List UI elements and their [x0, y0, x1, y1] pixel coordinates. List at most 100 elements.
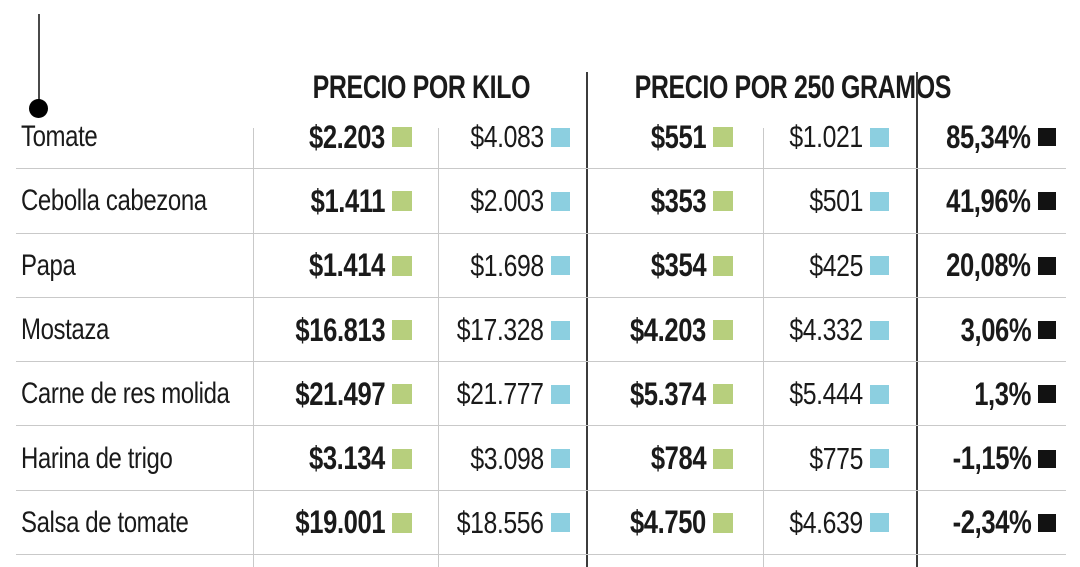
product-name-cell: Papa [0, 234, 253, 298]
green-square-icon [392, 255, 412, 276]
price-kilo-green-cell: $21.497 [253, 362, 438, 426]
table-row: Carne de res molida $21.497 $21.777 $5.3… [0, 362, 1080, 427]
price-kilo-blue-value: $3.098 [470, 440, 545, 476]
table-row: Mostaza $16.813 $17.328 $4.203 $4.332 3,… [0, 298, 1080, 363]
price-kilo-green-cell: $3.134 [253, 426, 438, 490]
price-250g-blue-cell: $4.639 [763, 491, 917, 555]
price-kilo-blue-cell: $18.556 [438, 491, 590, 555]
blue-square-icon [870, 449, 889, 469]
percent-change-cell: 1,3% [917, 362, 1080, 426]
product-name: Harina de trigo [21, 441, 173, 475]
header-precio-por-kilo: PRECIO POR KILO [253, 71, 590, 103]
percent-change-cell: -2,34% [917, 491, 1080, 555]
price-kilo-green-value: $2.203 [309, 118, 385, 155]
product-name-cell: Tomate [0, 105, 253, 169]
column-divider-light-1 [253, 128, 254, 567]
product-name-cell: Cebolla cabezona [0, 169, 253, 233]
price-250g-blue-cell: $4.332 [763, 298, 917, 362]
price-kilo-blue-cell: $3.098 [438, 426, 590, 490]
percent-change-cell: 85,34% [917, 105, 1080, 169]
price-kilo-green-value: $1.411 [310, 182, 386, 219]
percent-change-value: 41,96% [946, 182, 1032, 219]
green-square-icon [392, 127, 412, 148]
price-kilo-blue-cell: $17.328 [438, 298, 590, 362]
green-square-icon [392, 512, 412, 533]
price-250g-blue-cell: $5.444 [763, 362, 917, 426]
price-kilo-blue-value: $2.003 [470, 183, 545, 219]
price-kilo-green-cell: $19.001 [253, 491, 438, 555]
blue-square-icon [551, 127, 570, 147]
price-250g-green-value: $353 [650, 182, 707, 219]
product-name: Mostaza [21, 313, 109, 347]
header-precio-por-kilo-label: PRECIO POR KILO [312, 69, 531, 105]
product-name: Tomate [21, 120, 98, 154]
price-250g-blue-cell: $501 [763, 169, 917, 233]
green-square-icon [392, 384, 412, 405]
blue-square-icon [870, 384, 889, 404]
price-250g-blue-value: $425 [809, 247, 863, 283]
percent-change-value: 85,34% [946, 118, 1032, 155]
percent-change-cell: 3,06% [917, 298, 1080, 362]
table-row: Harina de trigo $3.134 $3.098 $784 $775 … [0, 426, 1080, 492]
price-kilo-blue-cell: $2.003 [438, 169, 590, 233]
price-250g-green-cell: $784 [590, 426, 763, 490]
price-250g-green-value: $4.750 [630, 504, 706, 541]
table-row: Tomate $2.203 $4.083 $551 $1.021 85,34% [0, 105, 1080, 170]
leader-dot-icon [29, 99, 48, 118]
blue-square-icon [870, 513, 889, 533]
price-kilo-green-value: $16.813 [295, 311, 385, 348]
price-kilo-green-cell: $1.411 [253, 169, 438, 233]
green-square-icon [713, 191, 733, 212]
percent-change-cell: 20,08% [917, 234, 1080, 298]
green-square-icon [713, 127, 733, 148]
column-divider-dark-2 [916, 72, 918, 567]
column-divider-light-3 [763, 128, 764, 567]
price-250g-green-value: $784 [650, 440, 707, 477]
price-kilo-blue-cell: $4.083 [438, 105, 590, 169]
product-name-cell: Salsa de tomate [0, 491, 253, 555]
black-square-icon [1038, 128, 1056, 147]
header-precio-por-250-gramos: PRECIO POR 250 GRAMOS [590, 71, 952, 103]
price-250g-green-cell: $551 [590, 105, 763, 169]
blue-square-icon [870, 127, 889, 147]
price-kilo-blue-value: $4.083 [470, 119, 545, 155]
percent-change-value: -1,15% [952, 440, 1031, 477]
green-square-icon [392, 320, 412, 341]
table-row: Salsa de tomate $19.001 $18.556 $4.750 $… [0, 491, 1080, 556]
price-kilo-blue-value: $17.328 [457, 312, 544, 348]
price-250g-blue-cell: $1.021 [763, 105, 917, 169]
percent-change-cell: -1,15% [917, 426, 1080, 490]
price-kilo-green-cell: $1.414 [253, 234, 438, 298]
price-kilo-blue-value: $21.777 [457, 376, 544, 412]
price-250g-green-cell: $354 [590, 234, 763, 298]
header-precio-por-250-gramos-label: PRECIO POR 250 GRAMOS [634, 69, 952, 105]
price-kilo-green-value: $3.134 [309, 440, 385, 477]
percent-change-value: 3,06% [960, 311, 1031, 348]
blue-square-icon [551, 513, 570, 533]
black-square-icon [1038, 449, 1056, 468]
column-divider-dark-1 [586, 72, 588, 567]
black-square-icon [1038, 256, 1056, 275]
green-square-icon [392, 191, 412, 212]
green-square-icon [713, 448, 733, 469]
product-name: Carne de res molida [21, 377, 230, 411]
black-square-icon [1038, 192, 1056, 211]
price-kilo-green-cell: $2.203 [253, 105, 438, 169]
price-250g-green-value: $5.374 [630, 375, 706, 412]
price-250g-blue-value: $775 [809, 440, 863, 476]
percent-change-value: 20,08% [946, 247, 1032, 284]
price-kilo-green-value: $19.001 [295, 504, 385, 541]
price-kilo-green-value: $1.414 [309, 247, 385, 284]
product-name: Cebolla cabezona [21, 184, 207, 218]
table-row: Papa $1.414 $1.698 $354 $425 20,08% [0, 234, 1080, 299]
price-250g-green-value: $4.203 [630, 311, 706, 348]
blue-square-icon [870, 256, 889, 276]
price-250g-green-cell: $5.374 [590, 362, 763, 426]
blue-square-icon [551, 191, 570, 211]
price-250g-green-value: $551 [650, 118, 707, 155]
price-250g-blue-value: $4.332 [789, 312, 864, 348]
blue-square-icon [870, 320, 889, 340]
blue-square-icon [551, 449, 570, 469]
price-kilo-blue-value: $1.698 [470, 247, 545, 283]
